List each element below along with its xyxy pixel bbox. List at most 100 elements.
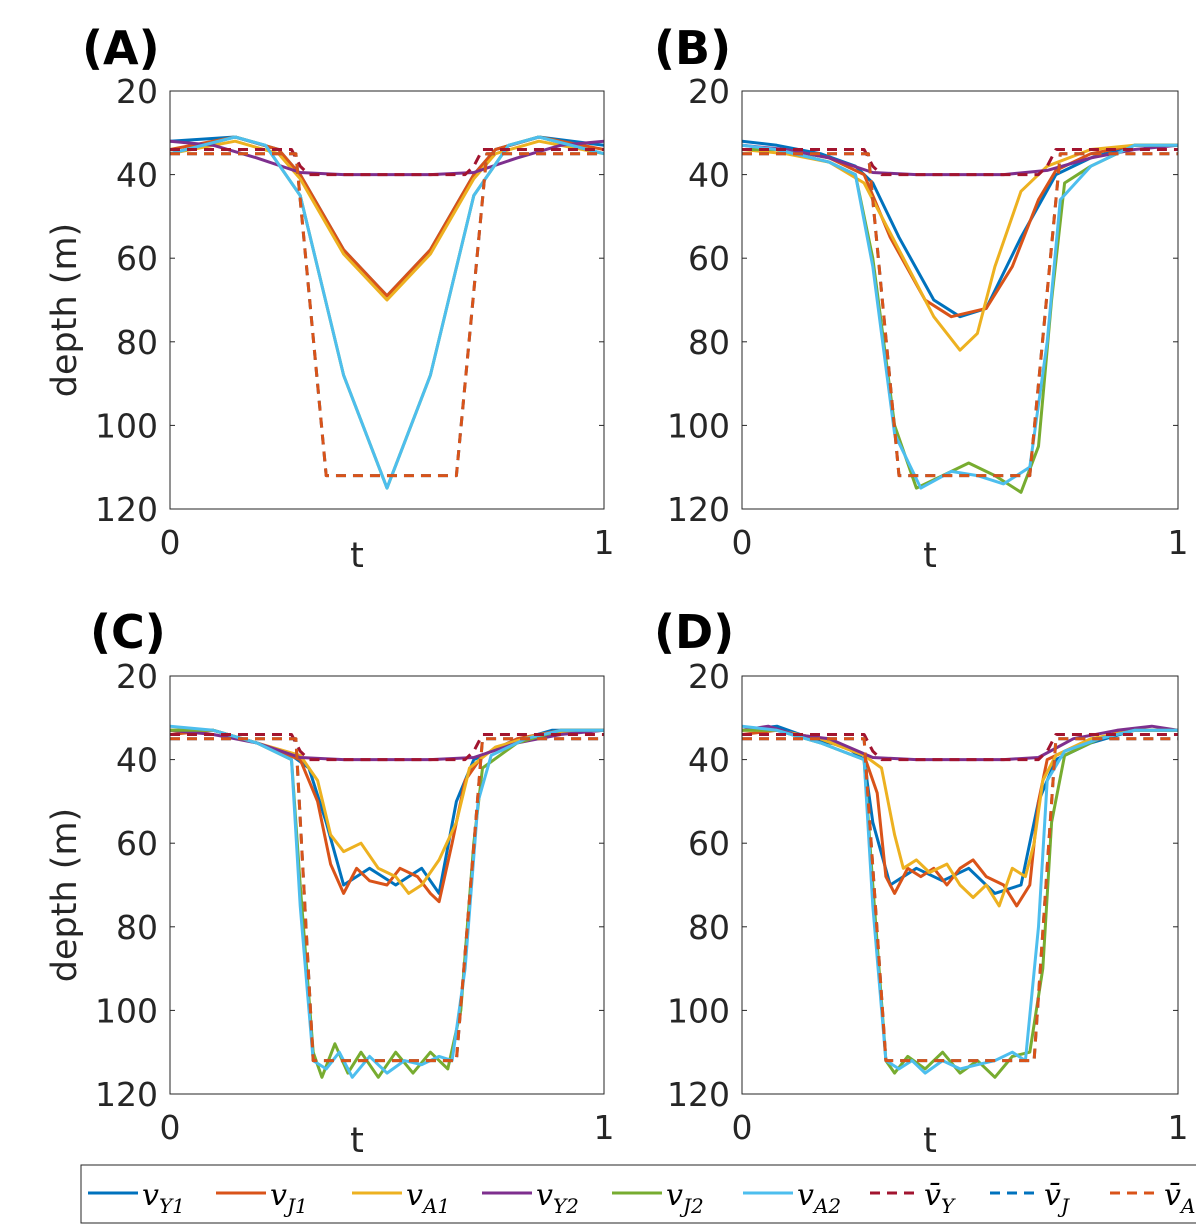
- plot-area: [742, 139, 1178, 494]
- plot-area: [170, 135, 604, 490]
- x-tick-label: 0: [732, 523, 753, 562]
- series-line: [170, 728, 604, 1079]
- series-line: [170, 728, 604, 904]
- y-tick-label: 20: [116, 657, 158, 696]
- x-tick-label: 1: [1168, 523, 1189, 562]
- series-line: [170, 135, 604, 490]
- legend-label-sub: J1: [283, 1194, 308, 1218]
- y-tick-label: 60: [116, 824, 158, 863]
- x-axis-label: t: [923, 536, 937, 576]
- legend-label-sub: J2: [679, 1194, 704, 1218]
- y-tick-label: 80: [688, 323, 730, 362]
- series-line: [170, 135, 604, 490]
- x-axis-label: t: [923, 1121, 937, 1161]
- plot-area: [742, 724, 1178, 1079]
- y-tick-label: 60: [688, 824, 730, 863]
- legend-item: v̄A: [1110, 1178, 1195, 1218]
- legend-label: vJ2: [666, 1178, 704, 1218]
- axes-box: [741, 675, 1179, 1095]
- legend-label: v̄Y: [924, 1178, 956, 1218]
- legend-label-sub: Y1: [159, 1194, 185, 1218]
- y-tick-label: 120: [667, 1075, 730, 1114]
- legend-item: vY2: [482, 1178, 579, 1218]
- panel-letter: (B): [654, 21, 731, 75]
- y-tick-label: 100: [667, 991, 730, 1030]
- legend-item: vA1: [352, 1178, 450, 1218]
- legend-item: v̄J: [990, 1178, 1070, 1218]
- axes-box: [169, 675, 605, 1095]
- x-tick-label: 1: [594, 1108, 615, 1147]
- y-tick-label: 60: [688, 239, 730, 278]
- legend-item: vA2: [743, 1178, 841, 1218]
- legend-label-base: v: [142, 1178, 159, 1213]
- legend-label-base: v̄: [1044, 1178, 1061, 1213]
- series-line: [170, 737, 604, 1063]
- y-tick-label: 40: [116, 156, 158, 195]
- legend-label-base: v: [536, 1178, 553, 1213]
- y-tick-label: 80: [116, 908, 158, 947]
- x-tick-label: 1: [1168, 1108, 1189, 1147]
- legend-label: vA2: [797, 1178, 841, 1218]
- legend-label: v̄A: [1164, 1178, 1195, 1218]
- y-tick-label: 40: [116, 741, 158, 780]
- series-line: [170, 728, 604, 895]
- y-tick-label: 120: [667, 490, 730, 529]
- y-tick-label: 40: [688, 741, 730, 780]
- y-tick-label: 80: [116, 323, 158, 362]
- series-line: [742, 143, 1178, 494]
- y-tick-label: 60: [116, 239, 158, 278]
- series-line: [170, 139, 604, 302]
- y-tick-label: 20: [116, 72, 158, 111]
- series-line: [742, 152, 1178, 478]
- series-line: [742, 724, 1178, 1075]
- legend-label-base: v̄: [924, 1178, 941, 1213]
- series-line: [742, 143, 1178, 319]
- x-tick-label: 0: [160, 523, 181, 562]
- series-line: [742, 728, 1178, 908]
- series-line: [742, 139, 1178, 319]
- x-tick-label: 0: [160, 1108, 181, 1147]
- y-axis-label: depth (m): [45, 223, 85, 397]
- x-tick-label: 1: [594, 523, 615, 562]
- x-axis-label: t: [350, 536, 364, 576]
- series-line: [742, 728, 1178, 908]
- series-line: [742, 728, 1178, 1079]
- series-line: [170, 139, 604, 177]
- series-line: [742, 143, 1178, 490]
- y-axis-label: depth (m): [45, 808, 85, 982]
- series-line: [170, 135, 604, 298]
- legend-label-sub: A: [1179, 1194, 1195, 1218]
- legend-label: vY2: [536, 1178, 579, 1218]
- x-axis-label: t: [350, 1121, 364, 1161]
- legend-label: vY1: [142, 1178, 185, 1218]
- series-line: [742, 737, 1178, 1063]
- y-tick-label: 120: [95, 490, 158, 529]
- series-line: [170, 737, 604, 1063]
- series-line: [170, 135, 604, 298]
- y-tick-label: 120: [95, 1075, 158, 1114]
- series-line: [742, 737, 1178, 1063]
- legend-label: vA1: [406, 1178, 450, 1218]
- legend-label-sub: A2: [812, 1194, 841, 1218]
- legend-item: v̄Y: [870, 1178, 956, 1218]
- legend-item: vJ1: [216, 1178, 308, 1218]
- legend-label: v̄J: [1044, 1178, 1070, 1218]
- legend-label-sub: Y: [941, 1194, 956, 1218]
- panel-letter: (A): [82, 21, 160, 75]
- legend-label-base: v̄: [1164, 1178, 1181, 1213]
- plot-area: [170, 724, 604, 1079]
- y-tick-label: 40: [688, 156, 730, 195]
- series-line: [170, 152, 604, 478]
- series-line: [170, 152, 604, 478]
- series-line: [742, 733, 1178, 762]
- axes-box: [169, 90, 605, 510]
- legend-label: vJ1: [270, 1178, 308, 1218]
- legend-label-base: v: [270, 1178, 287, 1213]
- panel-letter: (C): [90, 605, 166, 659]
- y-tick-label: 100: [95, 991, 158, 1030]
- legend-label-base: v: [797, 1178, 814, 1213]
